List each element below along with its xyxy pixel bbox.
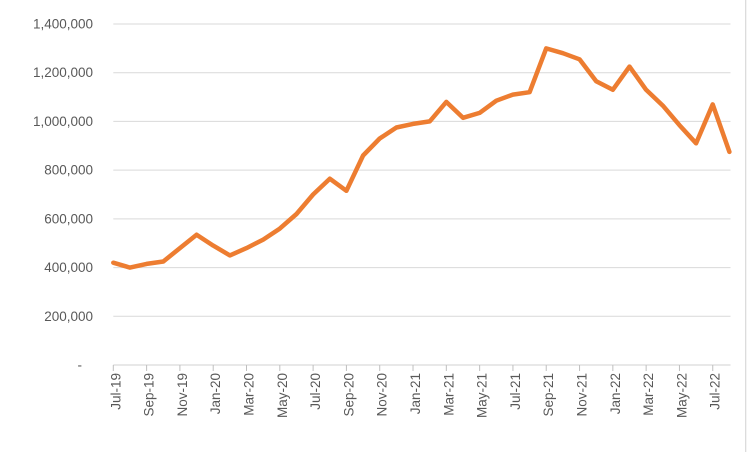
x-axis-label: Jul-19 — [108, 373, 123, 410]
y-axis-label: 600,000 — [44, 211, 93, 226]
y-axis-label: 200,000 — [44, 309, 93, 324]
x-axis-label: May-21 — [475, 373, 490, 418]
y-axis-label: 1,000,000 — [33, 114, 93, 129]
x-axis-label: Jan-21 — [408, 373, 423, 414]
y-axis-label: 1,200,000 — [33, 65, 93, 80]
x-axis-label: Jan-22 — [608, 373, 623, 414]
x-axis-label: Jan-20 — [208, 373, 223, 414]
data-series-line — [111, 46, 732, 270]
x-axis-label: Mar-20 — [242, 373, 257, 416]
y-axis-label: 800,000 — [44, 163, 93, 178]
x-axis-label: Nov-21 — [575, 373, 590, 417]
x-axis-label: Mar-22 — [641, 373, 656, 416]
y-axis-label: 400,000 — [44, 260, 93, 275]
x-axis-label: Sep-20 — [341, 373, 356, 417]
x-axis-label: Jul-22 — [708, 373, 723, 410]
x-axis-label: May-22 — [674, 373, 689, 418]
x-axis-label: Sep-21 — [541, 373, 556, 417]
x-axis-label: Jul-21 — [508, 373, 523, 410]
x-axis-label: Nov-20 — [375, 373, 390, 417]
y-axis-label: 1,400,000 — [33, 17, 93, 32]
x-axis-label: Jul-20 — [308, 373, 323, 410]
x-axis-label: Sep-19 — [142, 373, 157, 417]
x-axis-label: Nov-19 — [175, 373, 190, 417]
y-axis-label: - — [78, 358, 83, 373]
x-axis-label: Mar-21 — [441, 373, 456, 416]
x-axis-label: May-20 — [275, 373, 290, 418]
